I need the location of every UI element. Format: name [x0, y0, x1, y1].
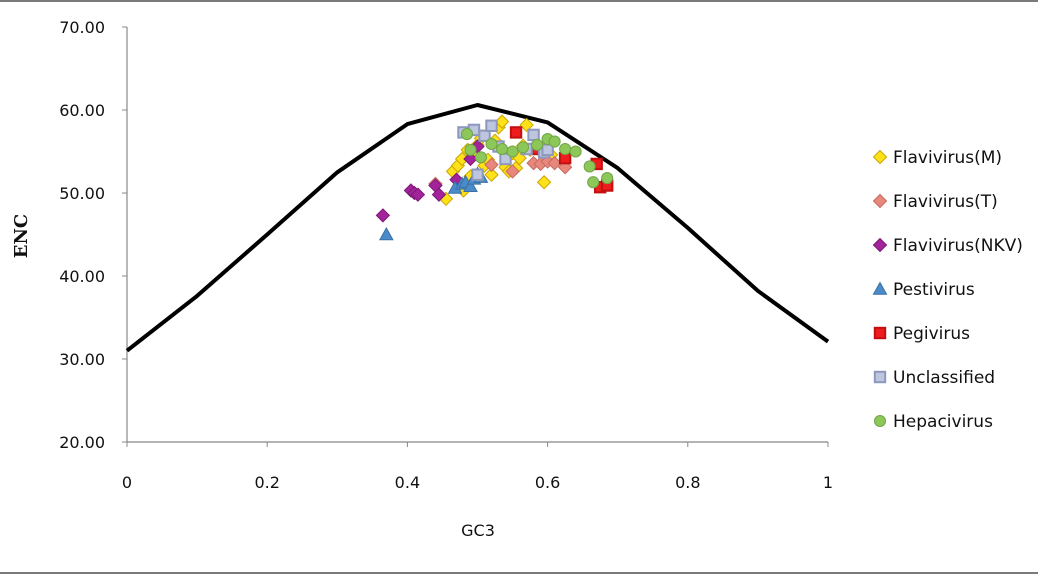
point-flavivirus-m [519, 117, 534, 133]
y-tick-label: 30.00 [59, 350, 105, 369]
y-axis-title: ENC [11, 214, 32, 259]
point-hepacivirus [464, 143, 477, 156]
bottom-border [0, 572, 1038, 574]
legend-marker-hepacivirus [873, 414, 887, 428]
point-pegivirus [509, 126, 523, 139]
y-tick-label: 70.00 [59, 18, 105, 37]
legend-marker-unclassified [873, 370, 887, 384]
expected-enc-curve-group [125, 103, 830, 353]
point-hepacivirus [548, 135, 561, 148]
x-tick-label: 0 [122, 473, 132, 492]
legend: Flavivirus(M) Flavivirus(T) Flavivirus(NKV… [872, 148, 1023, 432]
point-flavivirus-t [484, 157, 499, 172]
legend-marker-pestivirus [872, 281, 888, 295]
axes [126, 27, 828, 443]
legend-label-unclassified: Unclassified [893, 368, 995, 388]
top-border [0, 0, 1038, 2]
point-flavivirus-m [494, 114, 510, 129]
point-hepacivirus [559, 142, 572, 156]
legend-label-hepacivirus: Hepacivirus [893, 412, 993, 432]
point-flavivirus-t [505, 164, 520, 179]
legend-marker-flavivirus-m [872, 149, 888, 165]
legend-marker-pegivirus [873, 326, 887, 340]
x-tick-label: 0.4 [395, 473, 420, 492]
point-hepacivirus [474, 151, 488, 164]
legend-marker-flavivirus-t [872, 193, 888, 209]
point-unclassified [478, 129, 491, 142]
legend-label-flavivirus-t: Flavivirus(T) [893, 192, 998, 212]
x-axis-title: GC3 [461, 521, 495, 540]
point-hepacivirus [517, 141, 530, 154]
point-flavivirus-nkv [375, 208, 391, 223]
legend-label-pestivirus: Pestivirus [893, 280, 975, 300]
point-flavivirus-m [536, 175, 552, 190]
point-hepacivirus [587, 176, 600, 189]
legend-label-flavivirus-m: Flavivirus(M) [893, 148, 1002, 168]
x-tick-label: 1 [823, 473, 833, 492]
x-tick-label: 0.8 [675, 473, 700, 492]
legend-label-pegivirus: Pegivirus [893, 324, 970, 344]
point-flavivirus-m [484, 167, 499, 182]
x-tick-labels: 0 0.2 0.4 0.6 0.8 1 [122, 442, 833, 492]
legend-label-flavivirus-nkv: Flavivirus(NKV) [893, 236, 1023, 256]
point-hepacivirus [583, 160, 596, 173]
point-hepacivirus [601, 172, 614, 185]
y-tick-label: 20.00 [59, 433, 105, 452]
point-hepacivirus [569, 145, 582, 158]
point-flavivirus-nkv [431, 187, 447, 202]
point-hepacivirus [506, 145, 519, 158]
x-tick-label: 0.6 [535, 473, 560, 492]
legend-marker-flavivirus-nkv [872, 237, 888, 253]
point-flavivirus-nkv [463, 151, 478, 167]
x-tick-label: 0.2 [254, 473, 279, 492]
y-tick-label: 50.00 [59, 184, 105, 203]
y-tick-labels: 20.00 30.00 40.00 50.00 60.00 70.00 [59, 18, 127, 452]
point-unclassified [485, 119, 498, 132]
point-hepacivirus [496, 142, 509, 156]
point-hepacivirus [531, 138, 544, 151]
expected-enc-curve [125, 103, 830, 353]
point-flavivirus-nkv [410, 187, 426, 202]
y-tick-label: 60.00 [59, 101, 105, 120]
data-points [375, 114, 614, 241]
point-unclassified [471, 168, 484, 181]
point-unclassified [527, 128, 540, 142]
y-tick-label: 40.00 [59, 267, 105, 286]
point-hepacivirus [485, 138, 498, 151]
point-hepacivirus [460, 128, 474, 141]
point-pestivirus [379, 226, 394, 241]
point-pestivirus [463, 178, 478, 193]
